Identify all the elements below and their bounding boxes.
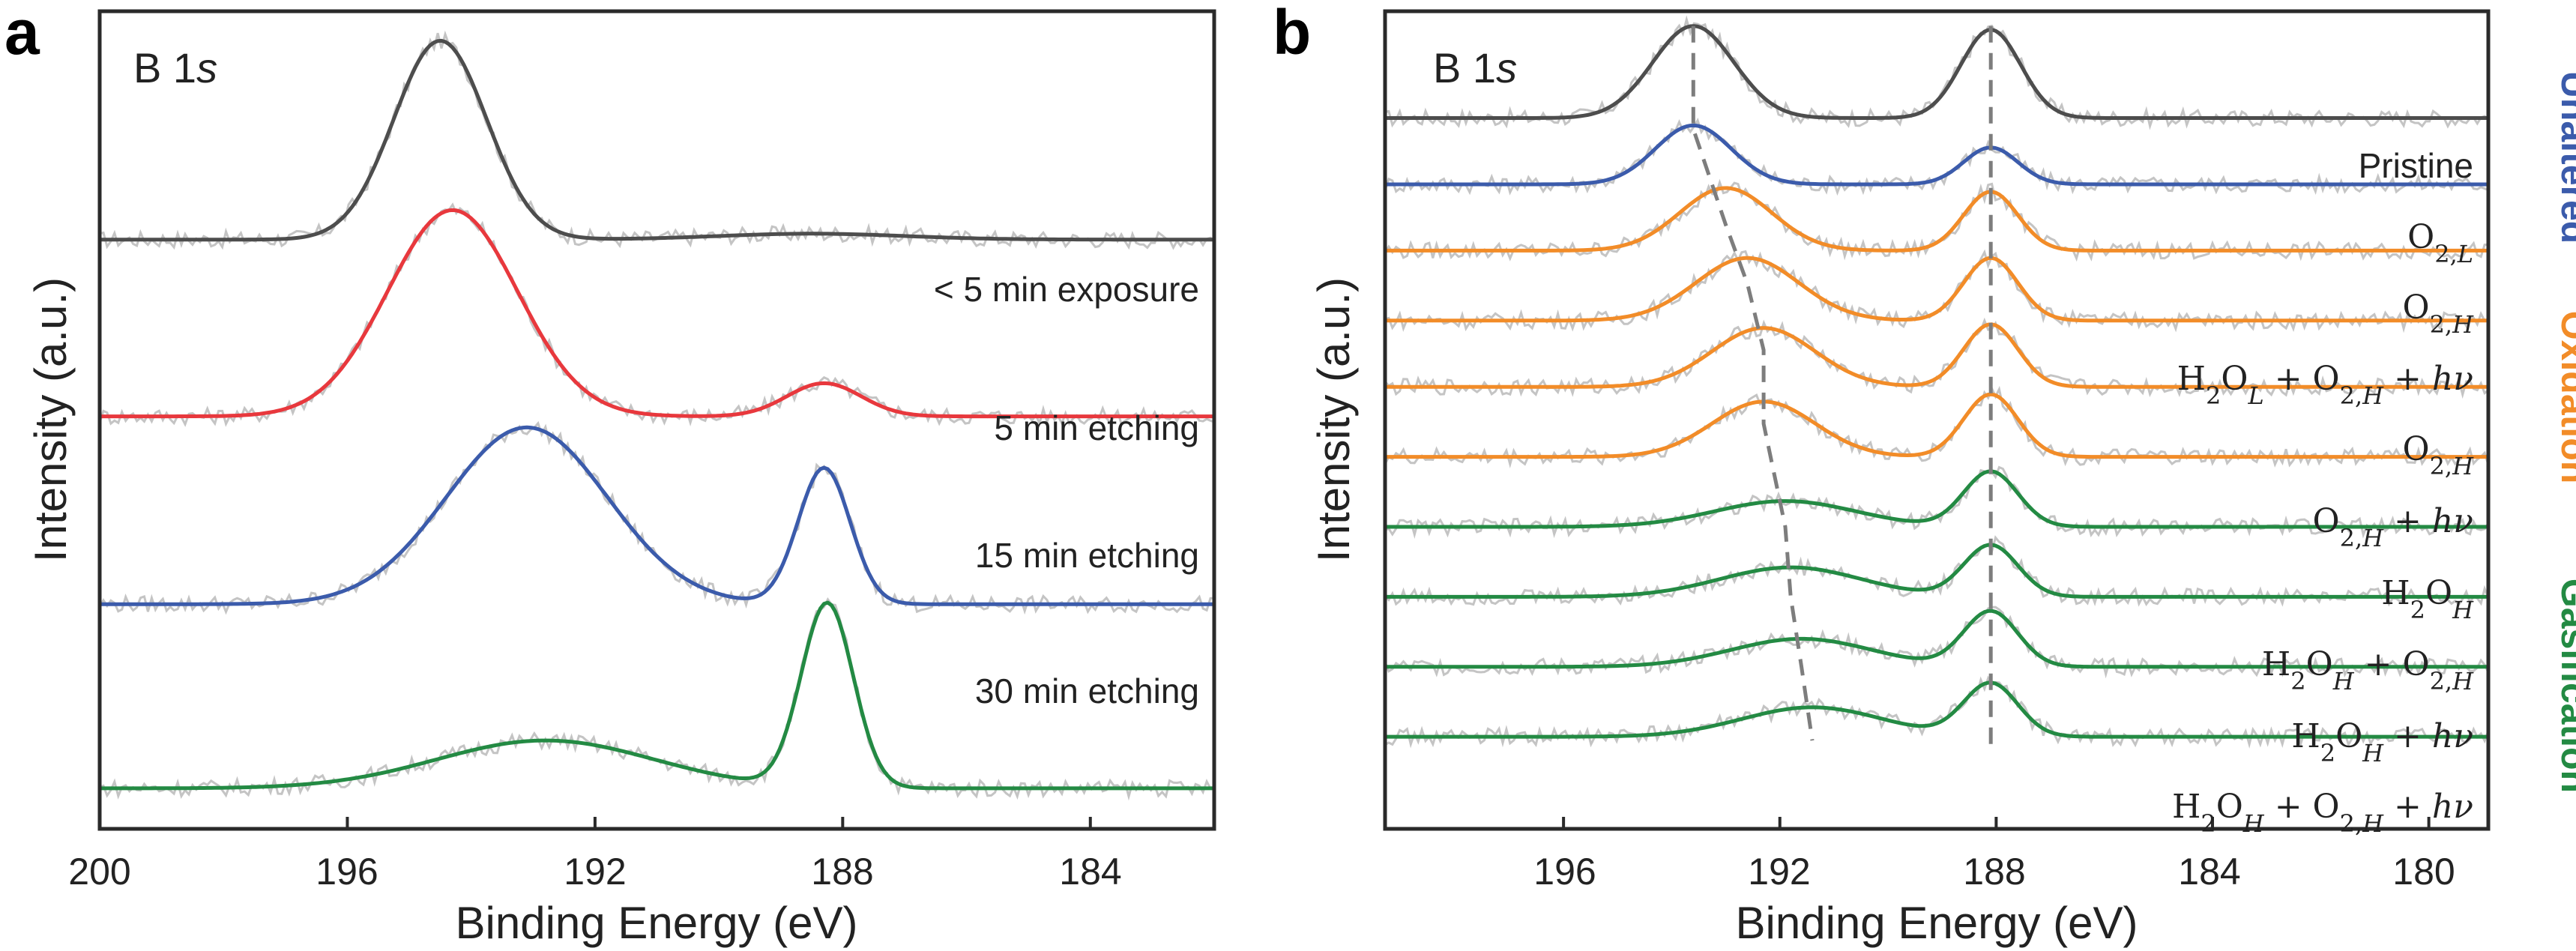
panel-a-x-ticks: [98, 817, 1092, 829]
fitted-spectrum-line: [1385, 186, 2488, 253]
panel-a-tick-label: 196: [316, 851, 378, 893]
group-label-unaltered: Unaltered: [2554, 71, 2576, 244]
fitted-spectrum-line: [1385, 609, 2488, 669]
raw-data-trace: [1384, 385, 2490, 468]
trace-label-o2h-hv: O2,H + hν: [2313, 502, 2473, 552]
panel-b-inset-label: B 1s: [1433, 44, 1517, 91]
panel-b-tick-label: 192: [1748, 851, 1810, 893]
panel-b-x-ticks: [1562, 817, 2431, 829]
raw-data-trace: [99, 30, 1215, 250]
fitted-spectrum-line: [1385, 24, 2488, 120]
panel-b-tick-label: 188: [1963, 851, 2025, 893]
panel-a: 200 196 192 188 184 Binding Energy (eV) …: [25, 9, 1216, 948]
panel-b-tick-label: 184: [2178, 851, 2240, 893]
trace-label-pristine: Pristine: [2359, 146, 2473, 185]
panel-b-y-axis-title: Intensity (a.u.): [1309, 277, 1359, 562]
raw-data-trace: [1384, 465, 2490, 540]
raw-data-trace: [98, 420, 1215, 615]
trace-label-h2ol-o2h-hv: H2OL + O2,H + hν: [2177, 360, 2473, 410]
fitted-spectrum-line: [1385, 123, 2488, 187]
trace-label-a-15min: 15 min etching: [975, 536, 1199, 575]
fitted-spectrum-line: [100, 600, 1214, 791]
panel-a-inset-label: B 1s: [133, 44, 217, 91]
panel-a-y-axis-title: Intensity (a.u.): [25, 277, 76, 562]
fitted-spectrum-line: [100, 208, 1214, 419]
panel-a-traces: [98, 30, 1215, 801]
trace-label-a-5min: 5 min etching: [994, 408, 1199, 447]
trace-label-h2oh: H2OH: [2381, 574, 2474, 624]
raw-data-trace: [1384, 117, 2489, 196]
panel-a-frame: [97, 9, 1216, 831]
panel-b-guides: [1691, 25, 1993, 744]
panel-a-tick-label: 184: [1059, 851, 1121, 893]
trace-label-h2oh-o2h: H2OH + O2,H: [2262, 645, 2474, 695]
group-label-gasification: Gasification: [2554, 579, 2576, 793]
fitted-spectrum-line: [100, 425, 1214, 606]
panel-b-frame: [1383, 9, 2491, 831]
panel-b-tick-label: 196: [1533, 851, 1596, 893]
trace-label-o2h-1: O2,H: [2402, 289, 2474, 339]
panel-a-tick-label: 188: [811, 851, 873, 893]
panel-a-tick-label: 192: [564, 851, 626, 893]
group-label-oxidation: Oxidation: [2554, 311, 2576, 484]
panel-b-tick-label: 180: [2392, 851, 2455, 893]
raw-data-trace: [1384, 675, 2490, 749]
fitted-spectrum-line: [1385, 322, 2488, 389]
raw-data-trace: [1384, 15, 2489, 130]
fitted-spectrum-line: [1385, 680, 2488, 739]
raw-data-trace: [1384, 535, 2490, 607]
trace-label-a-exposure: < 5 min exposure: [934, 270, 1199, 309]
raw-data-trace: [1384, 178, 2489, 262]
panel-a-letter: a: [4, 0, 40, 67]
panel-a-tick-label: 200: [68, 851, 130, 893]
trace-label-o2l: O2,L: [2407, 218, 2473, 268]
raw-data-trace: [1384, 249, 2489, 333]
trace-label-h2oh-hv: H2OH + hν: [2291, 717, 2473, 767]
trace-label-a-30min: 30 min etching: [975, 671, 1199, 710]
fitted-spectrum-line: [1385, 469, 2488, 529]
panel-b-letter: b: [1273, 0, 1311, 67]
fitted-spectrum-line: [1385, 256, 2488, 323]
fitted-spectrum-line: [1385, 392, 2488, 459]
panel-b-x-axis-title: Binding Energy (eV): [1736, 898, 2138, 948]
panel-b-traces: [1384, 15, 2490, 749]
panel-a-x-axis-title: Binding Energy (eV): [456, 898, 858, 948]
trace-label-o2h-2: O2,H: [2402, 430, 2474, 480]
fitted-spectrum-line: [100, 38, 1214, 242]
fitted-spectrum-line: [1385, 543, 2488, 599]
panel-b: 196 192 188 184 180 Binding Energy (eV) …: [1309, 9, 2576, 948]
